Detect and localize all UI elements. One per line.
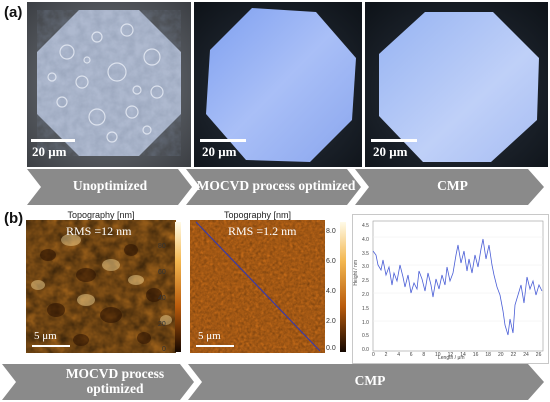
afm-image-mocvd: RMS =12 nm 5 μm — [26, 220, 176, 353]
y-tick-label: 0.5 — [362, 333, 369, 340]
stage-label-cmp: CMP — [437, 178, 468, 193]
colorbar-tick: 8.0 — [326, 228, 336, 235]
colorbar-tick: 40 — [158, 295, 166, 302]
x-tick-label: 22 — [510, 352, 517, 358]
stage-arrow-cmp — [355, 169, 544, 205]
x-tick-label: 24 — [523, 352, 529, 358]
y-tick-label: 3.0 — [362, 264, 369, 271]
scale-bar-label: 5 μm — [198, 330, 221, 342]
stage-label-unoptimized: Unoptimized — [72, 178, 148, 193]
afm-title: Topography [nm] — [223, 210, 292, 220]
stage-arrow-unoptimized — [27, 169, 192, 205]
x-tick-label: 0 — [372, 352, 375, 358]
afm-image-cmp: RMS =1.2 nm 5 μm — [190, 220, 325, 353]
x-tick-label: 12 — [447, 352, 454, 358]
colorbar-tick: 80 — [158, 243, 166, 250]
stage-label-mocvd: MOCVD process optimized — [65, 366, 165, 396]
colorbar-tick: 4.0 — [326, 288, 336, 295]
x-tick-label: 6 — [409, 352, 413, 358]
stage-arrow-mocvd — [186, 169, 361, 205]
panel-b-label: (b) — [4, 210, 24, 227]
x-tick-label: 16 — [472, 352, 479, 358]
panel-a-label: (a) — [4, 4, 23, 21]
stage-label-mocvd: MOCVD process optimized — [196, 178, 356, 193]
y-tick-label: 2.0 — [362, 292, 369, 298]
height-profile-plot: Height / nm Length / μm 4.5 4.0 3.5 3.0 2.5 2… — [352, 214, 549, 364]
y-tick-label: 1.5 — [362, 305, 369, 312]
stage-arrow-mocvd — [2, 364, 194, 400]
scale-bar-label: 20 μm — [373, 144, 408, 159]
x-axis-label: Length / μm — [438, 355, 465, 361]
stage-label-cmp: CMP — [354, 373, 386, 388]
x-tick-label: 10 — [435, 352, 441, 358]
y-tick-label: 4.0 — [362, 236, 369, 243]
afm-title: Topography [nm] — [67, 210, 135, 220]
x-tick-label: 20 — [498, 352, 504, 358]
y-tick-label: 0.0 — [362, 347, 369, 354]
x-tick-label: 8 — [422, 352, 426, 358]
colorbar-tick: 0 — [162, 346, 166, 353]
y-tick-label: 4.5 — [362, 223, 369, 229]
scale-bar-label: 5 μm — [34, 330, 57, 342]
colorbar-tick: 6.0 — [326, 258, 336, 265]
x-tick-label: 18 — [485, 352, 491, 358]
y-tick-label: 3.5 — [362, 250, 369, 257]
scale-bar-label: 20 μm — [32, 144, 67, 159]
micrograph-mocvd-optimized: 20 μm — [194, 2, 362, 167]
micrograph-unoptimized: 20 μm — [27, 2, 191, 167]
x-tick-label: 14 — [460, 352, 466, 358]
rms-label: RMS =12 nm — [66, 224, 132, 238]
x-tick-label: 2 — [384, 352, 388, 358]
stage-arrow-cmp — [188, 364, 544, 400]
scale-bar-label: 20 μm — [202, 144, 237, 159]
x-tick-label: 26 — [535, 352, 542, 358]
x-tick-label: 4 — [397, 352, 400, 358]
rms-label: RMS =1.2 nm — [228, 224, 297, 238]
colorbar-tick: 2.0 — [326, 318, 336, 325]
y-tick-label: 2.5 — [362, 278, 369, 285]
process-arrow-row-a — [27, 169, 544, 205]
colorbar-mocvd — [175, 222, 181, 352]
process-arrow-row-b — [2, 364, 544, 400]
colorbar-tick: 20 — [158, 321, 166, 328]
y-axis-label: Height / nm — [353, 260, 359, 286]
y-tick-label: 1.0 — [362, 319, 369, 326]
colorbar-tick: 0.0 — [326, 345, 336, 352]
colorbar-tick: 60 — [158, 269, 166, 276]
micrograph-cmp: 20 μm — [365, 2, 548, 167]
colorbar-cmp — [340, 222, 346, 352]
